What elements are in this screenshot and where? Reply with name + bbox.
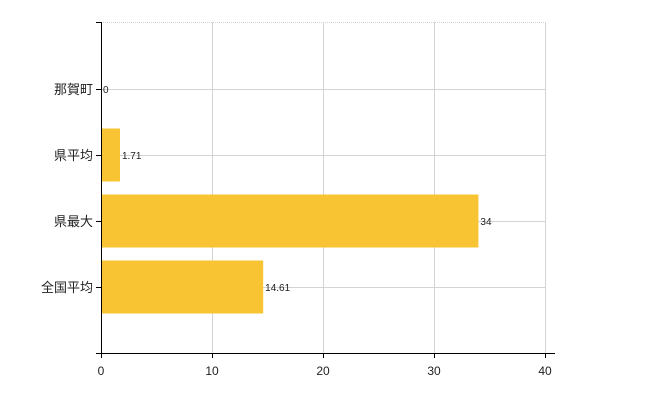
- x-tick-label: 0: [98, 364, 105, 378]
- value-label: 0: [103, 85, 109, 96]
- category-label: 那賀町: [54, 83, 93, 98]
- x-tick-label: 20: [316, 364, 330, 378]
- bar: [101, 128, 120, 182]
- bar: [101, 260, 264, 314]
- value-label: 1.71: [122, 151, 142, 162]
- x-tick-label: 30: [427, 364, 441, 378]
- value-label: 34: [480, 217, 492, 228]
- x-tick-label: 40: [538, 364, 552, 378]
- bars: [101, 128, 479, 314]
- category-label: 全国平均: [41, 280, 93, 296]
- axes: [96, 22, 555, 358]
- x-tick-label: 10: [205, 364, 219, 378]
- category-label: 県最大: [54, 215, 93, 230]
- bar: [101, 194, 479, 248]
- value-label: 14.61: [265, 283, 290, 294]
- gridlines: [101, 22, 546, 353]
- category-label: 県平均: [54, 149, 93, 164]
